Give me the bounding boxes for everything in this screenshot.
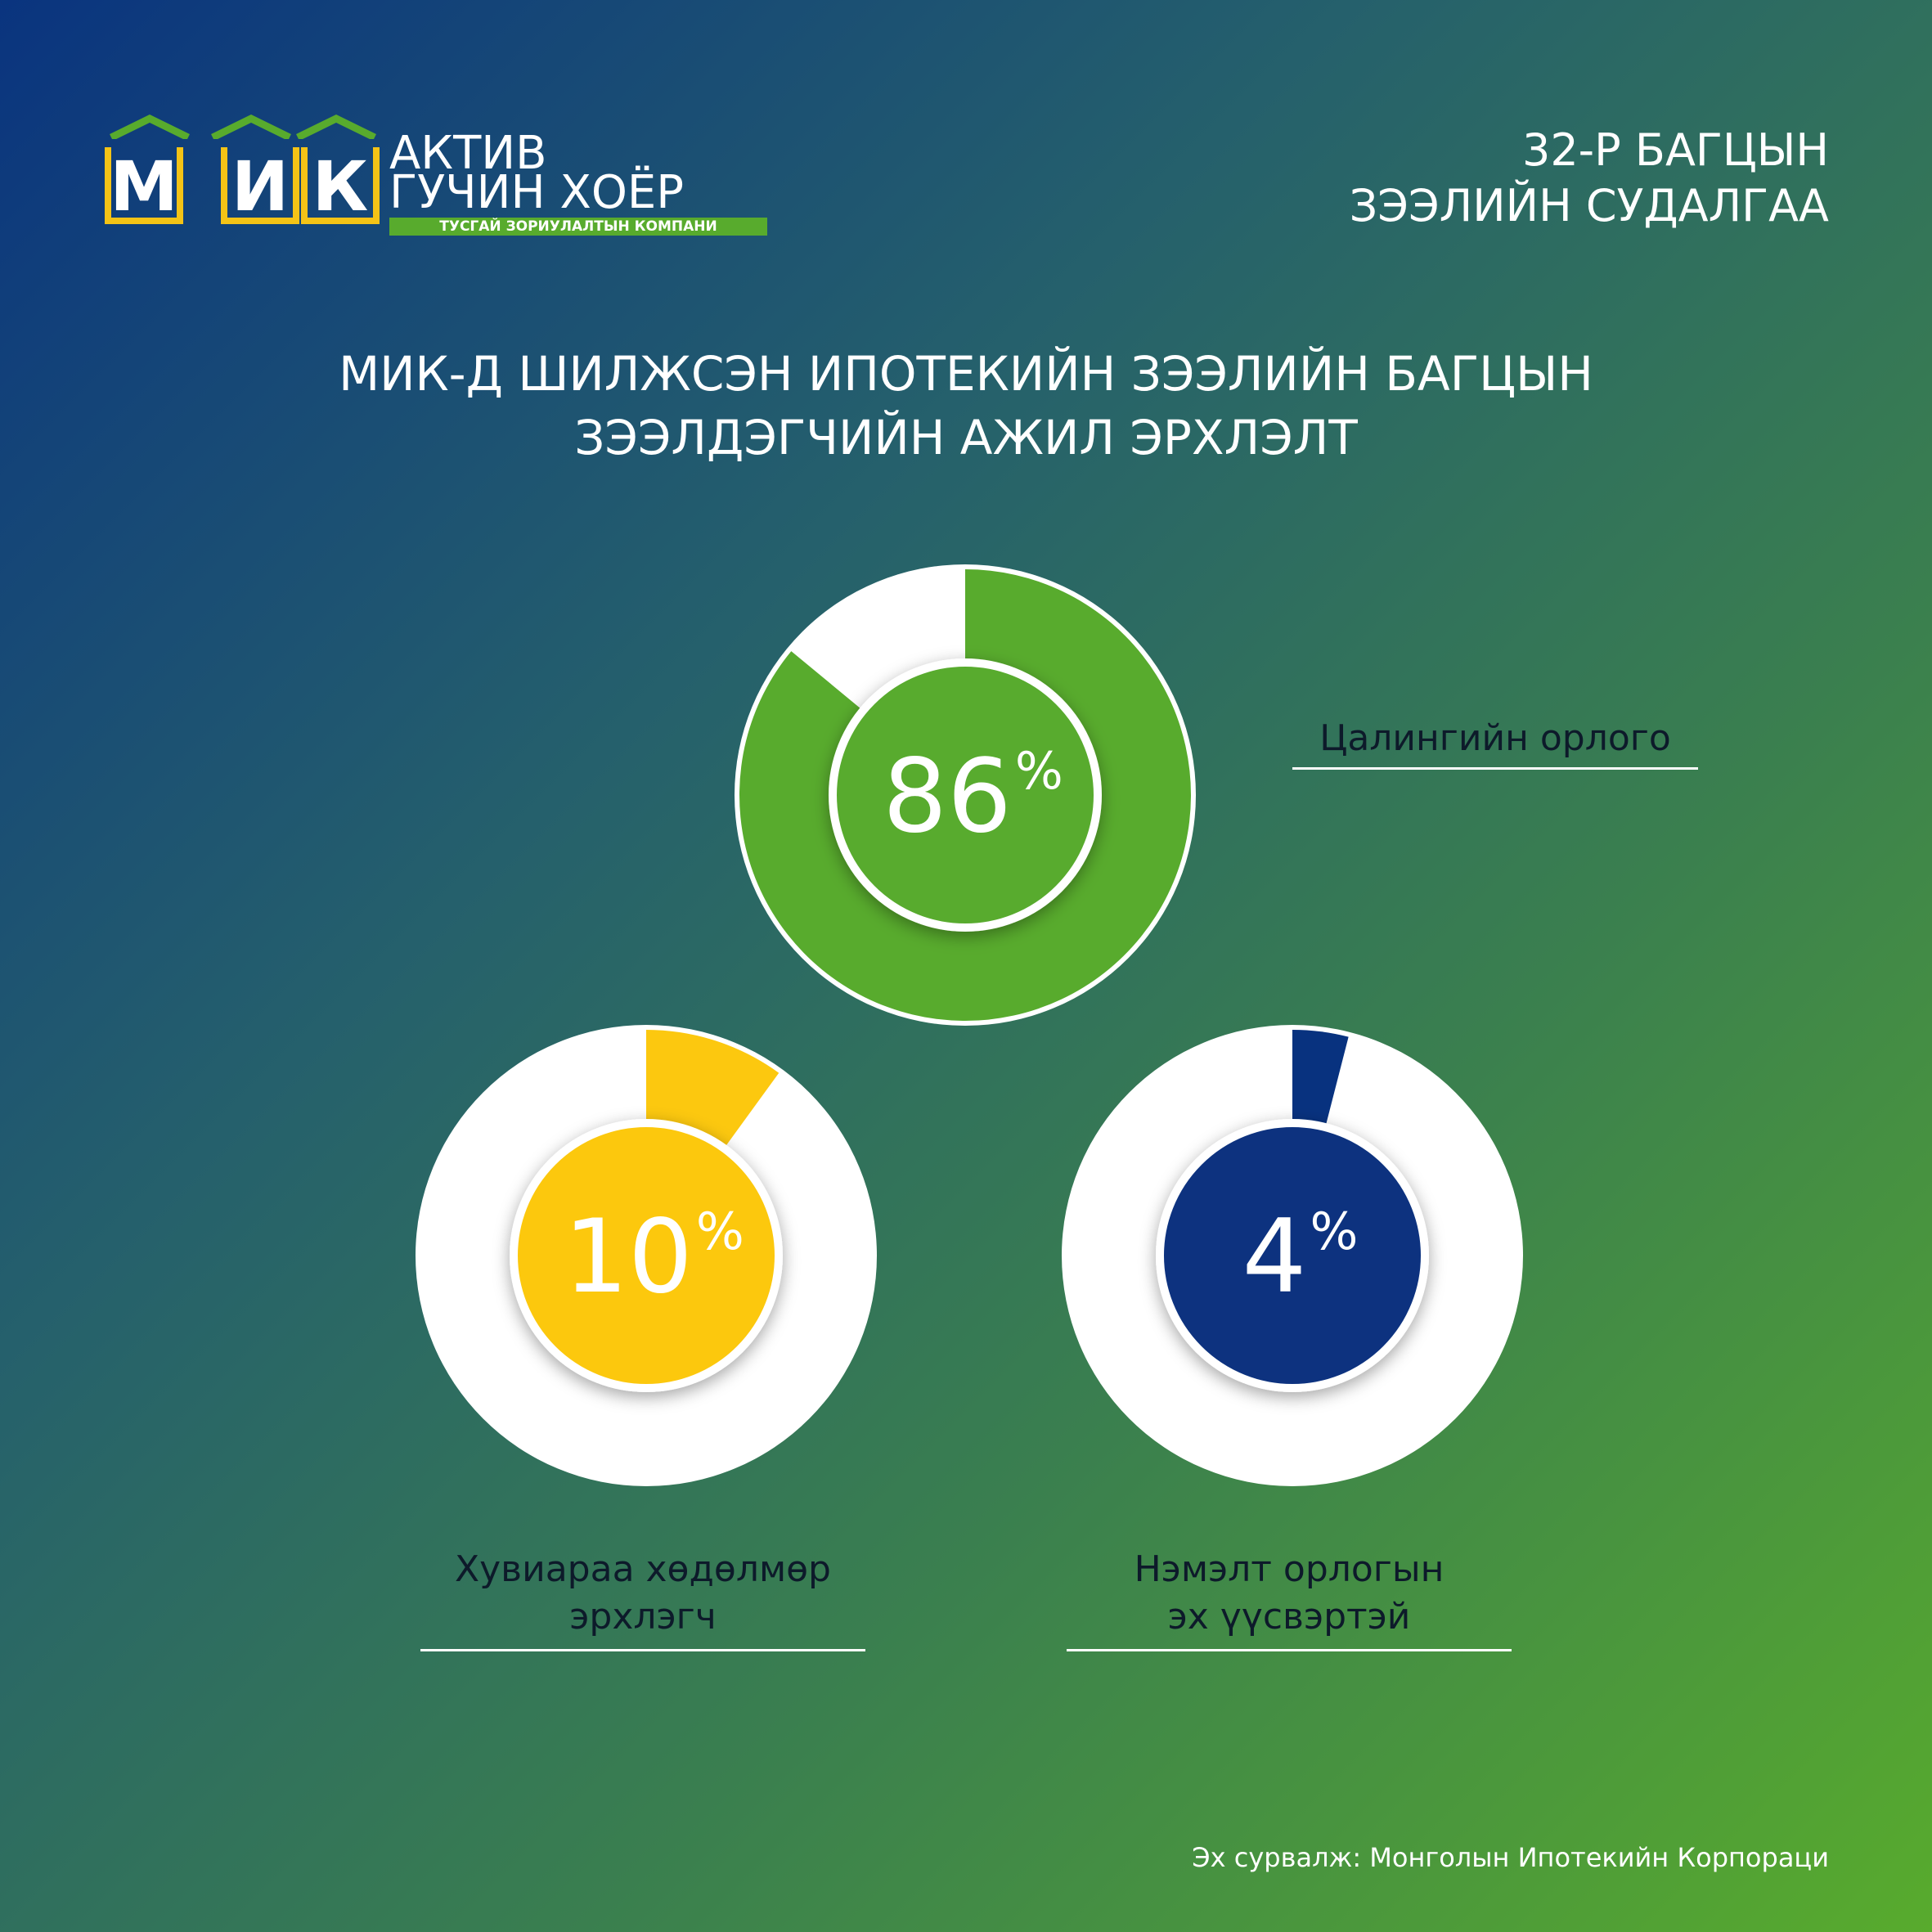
category-label-self-employed-line1: Хувиараа хөдөлмөр bbox=[455, 1548, 831, 1590]
report-header-line2: ЗЭЭЛИЙН СУДАЛГАА bbox=[1349, 180, 1829, 231]
value-label-self-employed: 10 bbox=[564, 1198, 693, 1316]
house-roof-icon bbox=[110, 115, 190, 139]
donut-center-self-employed bbox=[510, 1119, 783, 1392]
report-header: 32-Р БАГЦЫН ЗЭЭЛИЙН СУДАЛГАА bbox=[1350, 123, 1829, 234]
category-label-additional-income-line1: Нэмэлт орлогын bbox=[1134, 1548, 1445, 1590]
logo-letter: К bbox=[312, 146, 369, 227]
logo-brand-line1: АКТИВ bbox=[389, 127, 547, 180]
logo-tagline: ТУСГАЙ ЗОРИУЛАЛТЫН КОМПАНИ bbox=[389, 218, 767, 236]
logo-letter-frame bbox=[105, 147, 183, 224]
value-unit-additional-income: % bbox=[1310, 1202, 1358, 1261]
category-label-self-employed: Хувиараа хөдөлмөр эрхлэгч bbox=[420, 1546, 865, 1651]
value-unit-salary: % bbox=[1015, 741, 1063, 801]
chart-title-line2: ЗЭЭЛДЭГЧИЙН АЖИЛ ЭРХЛЭЛТ bbox=[574, 410, 1358, 465]
logo-letter-frame bbox=[301, 147, 380, 224]
category-label-additional-income: Нэмэлт орлогын эх үүсвэртэй bbox=[1067, 1546, 1512, 1651]
category-label-salary: Цалингийн орлого bbox=[1292, 715, 1698, 770]
company-logo: М И К АКТИВ ГУЧИН ХОЁР ТУСГАЙ ЗОРИУЛАЛТЫ… bbox=[98, 115, 777, 245]
house-roof-icon bbox=[296, 115, 376, 139]
category-label-additional-income-line2: эх үүсвэртэй bbox=[1167, 1596, 1411, 1638]
category-label-self-employed-line2: эрхлэгч bbox=[569, 1596, 717, 1638]
value-unit-self-employed: % bbox=[696, 1202, 744, 1261]
logo-brand-line2: ГУЧИН ХОЁР bbox=[389, 166, 685, 219]
source-note: Эх сурвалж: Монголын Ипотекийн Корпораци bbox=[1192, 1842, 1829, 1873]
value-label-salary: 86 bbox=[883, 738, 1012, 856]
house-roof-icon bbox=[211, 115, 291, 139]
logo-letter: М bbox=[110, 146, 178, 227]
donut-center-salary bbox=[829, 658, 1102, 932]
value-label-additional-income: 4 bbox=[1242, 1198, 1307, 1316]
donut-center-additional-income bbox=[1156, 1119, 1429, 1392]
chart-title-line1: МИК-Д ШИЛЖСЭН ИПОТЕКИЙН ЗЭЭЛИЙН БАГЦЫН bbox=[339, 346, 1593, 402]
logo-letter: И bbox=[231, 146, 290, 227]
chart-title: МИК-Д ШИЛЖСЭН ИПОТЕКИЙН ЗЭЭЛИЙН БАГЦЫН З… bbox=[0, 342, 1932, 470]
logo-letter-frame bbox=[221, 147, 299, 224]
report-header-line1: 32-Р БАГЦЫН bbox=[1521, 124, 1829, 176]
